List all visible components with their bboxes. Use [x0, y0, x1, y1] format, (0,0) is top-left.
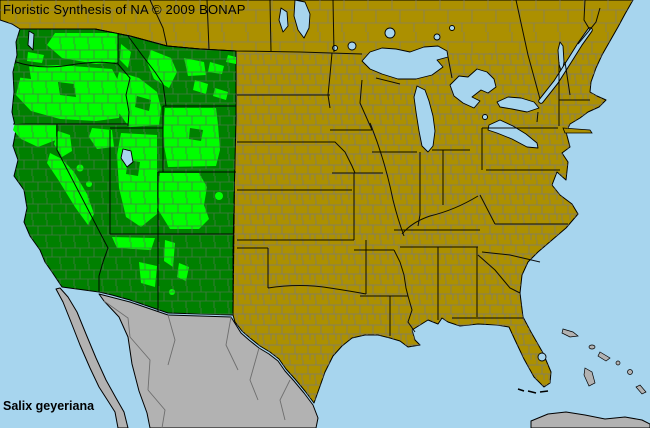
lake-st-clair — [482, 114, 488, 120]
region-western-range — [11, 28, 237, 316]
great-lakes — [278, 0, 565, 362]
lake-michigan — [413, 85, 436, 153]
cuba — [530, 411, 650, 428]
lake-winnipeg — [293, 0, 311, 39]
map-title: Floristic Synthesis of NA © 2009 BONAP — [3, 2, 246, 17]
florida-keys — [517, 388, 549, 394]
lake-huron — [449, 68, 497, 109]
mexico-state-lines — [103, 300, 291, 428]
baja-california — [55, 287, 129, 428]
bahamas — [561, 328, 647, 395]
lake-ontario — [496, 96, 540, 113]
western-state-borders — [13, 33, 236, 313]
lake-okeechobee — [537, 352, 547, 362]
lake-nipigon — [384, 27, 396, 39]
rainy-lake — [332, 45, 338, 51]
canadian-lake — [433, 33, 441, 41]
region-caribbean — [517, 328, 650, 428]
species-name: Salix geyeriana — [3, 399, 95, 413]
puget-sound — [27, 30, 35, 51]
region-mexico — [55, 287, 319, 428]
great-salt-lake — [120, 148, 134, 168]
lake-manitoba — [278, 7, 289, 33]
political-borders — [20, 0, 601, 336]
lake-erie — [487, 119, 539, 149]
lake-of-the-woods — [347, 41, 357, 51]
canadian-lake — [449, 25, 455, 31]
st-lawrence-river — [538, 27, 593, 104]
